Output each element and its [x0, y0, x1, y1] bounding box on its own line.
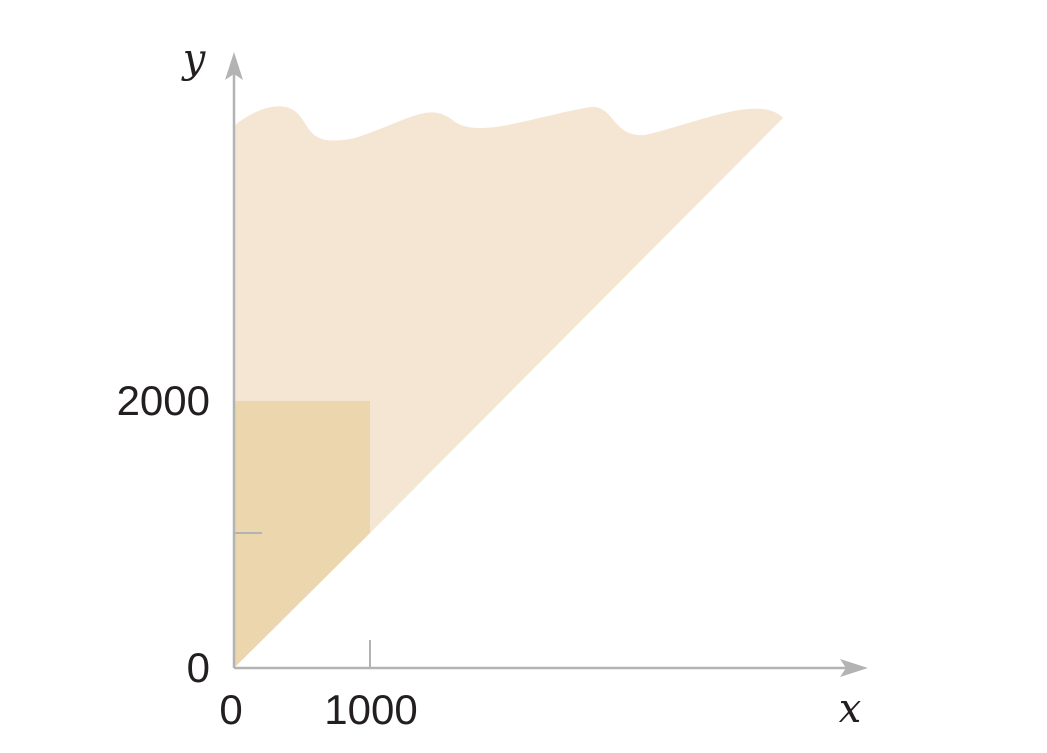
x-tick-label-0: 0	[219, 686, 242, 733]
inner-shaded-region	[234, 401, 370, 668]
x-axis-arrowhead	[840, 659, 868, 677]
y-tick-label-2000: 2000	[117, 377, 210, 424]
y-axis-label: y	[181, 36, 207, 82]
y-tick-label-0: 0	[187, 644, 210, 691]
outer-shaded-region	[234, 106, 783, 669]
y-axis-arrowhead	[225, 52, 243, 80]
x-axis-label: x	[839, 686, 862, 732]
x-tick-label-1000: 1000	[324, 686, 417, 733]
